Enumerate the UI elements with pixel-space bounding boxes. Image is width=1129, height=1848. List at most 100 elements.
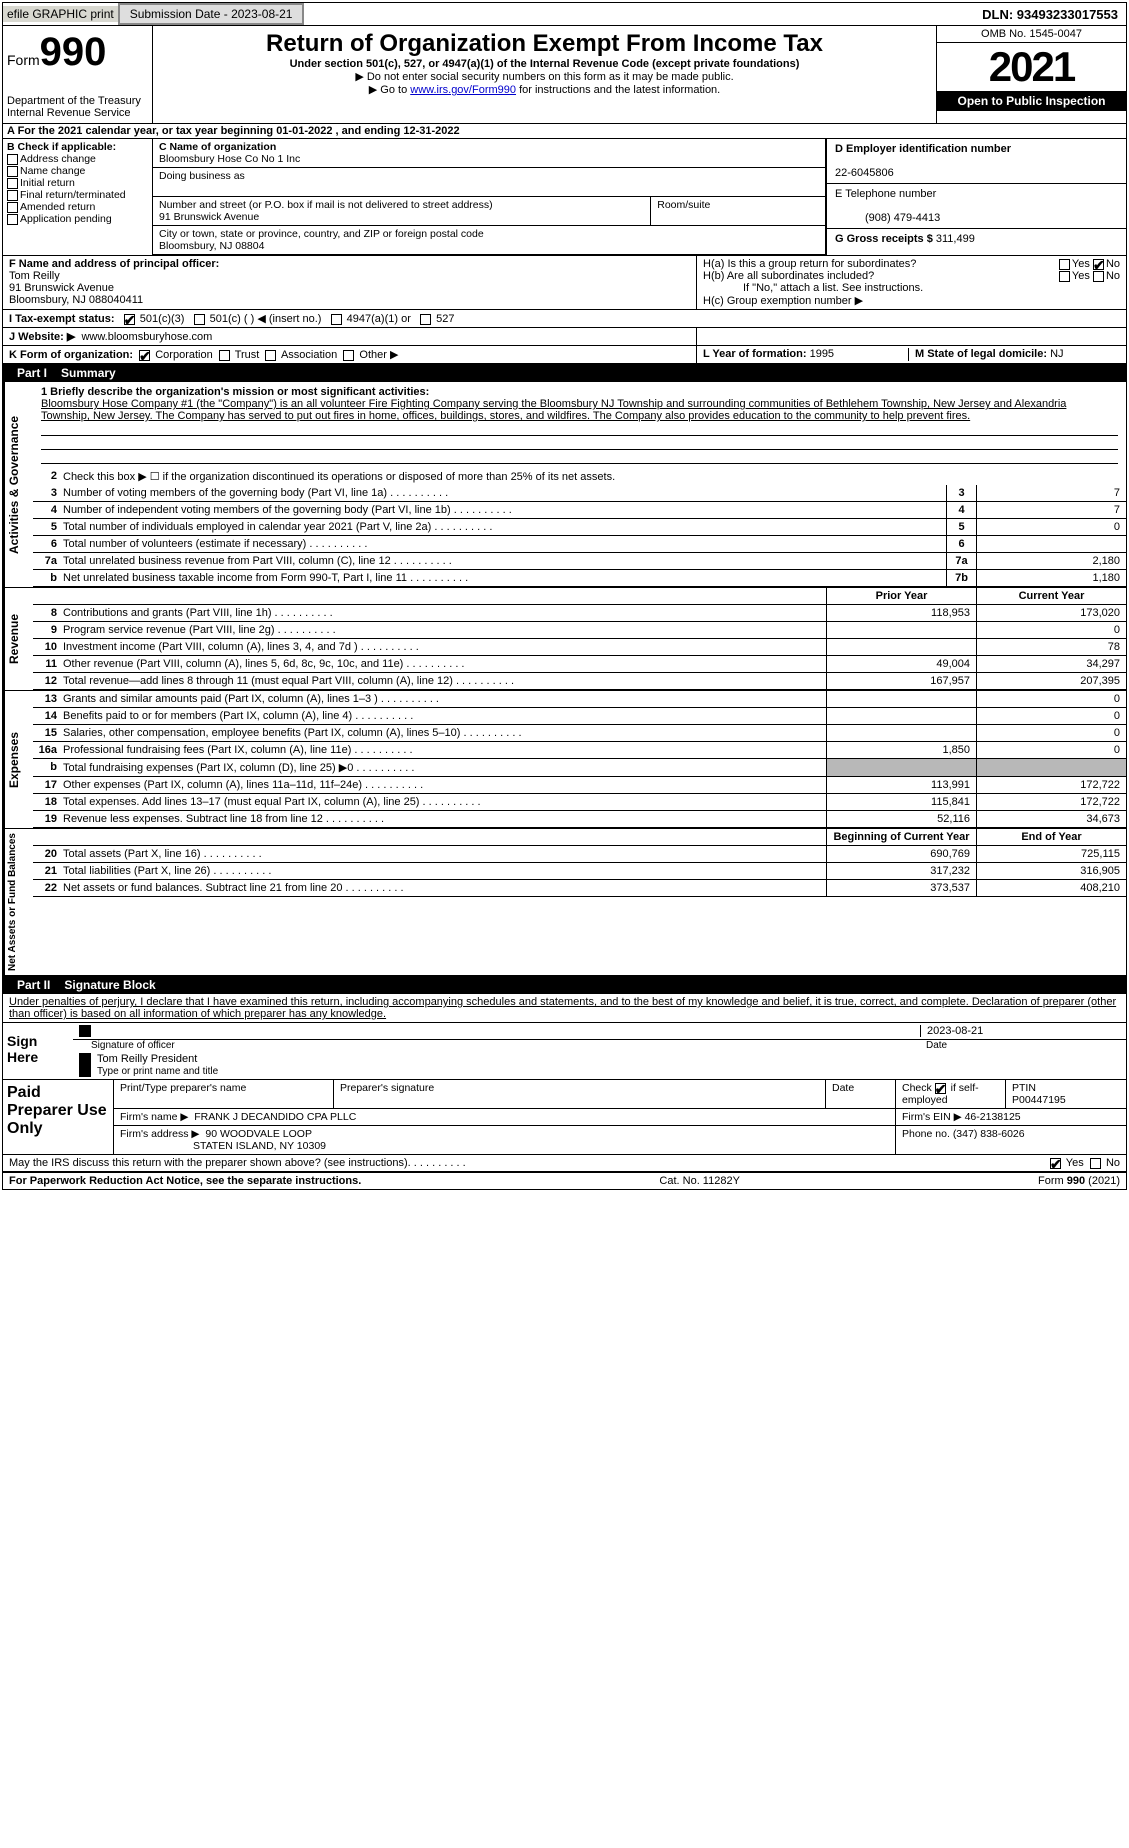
treasury-dept: Department of the Treasury	[7, 95, 148, 107]
sign-here-row: Sign Here 2023-08-21 Signature of office…	[3, 1023, 1126, 1080]
irs-label: Internal Revenue Service	[7, 107, 148, 119]
tax-year: 2021	[937, 43, 1126, 91]
subtitle-1: Under section 501(c), 527, or 4947(a)(1)…	[157, 58, 932, 70]
cb-527[interactable]	[420, 314, 431, 325]
line-item: 20Total assets (Part X, line 16)690,7697…	[33, 846, 1126, 863]
line-item: 11Other revenue (Part VIII, column (A), …	[33, 656, 1126, 673]
firm-phone: (347) 838-6026	[953, 1128, 1025, 1140]
top-bar: efile GRAPHIC print Submission Date - 20…	[3, 3, 1126, 26]
cb-corporation[interactable]	[139, 350, 150, 361]
line-item: 4Number of independent voting members of…	[33, 502, 1126, 519]
row-i-tax-status: I Tax-exempt status: 501(c)(3) 501(c) ( …	[3, 310, 1126, 328]
gross-receipts: 311,499	[936, 233, 975, 245]
cb-501c3[interactable]	[124, 314, 135, 325]
form-page: efile GRAPHIC print Submission Date - 20…	[2, 2, 1127, 1190]
officer-name: Tom Reilly	[9, 270, 60, 282]
year-formation: 1995	[810, 348, 834, 360]
firm-addr2: STATEN ISLAND, NY 10309	[193, 1140, 326, 1152]
city-state-zip: Bloomsbury, NJ 08804	[159, 240, 264, 252]
header-row: Form990 Department of the Treasury Inter…	[3, 26, 1126, 124]
mission-box: 1 Briefly describe the organization's mi…	[33, 382, 1126, 468]
cb-initial-return[interactable]: Initial return	[7, 177, 148, 189]
ha-no[interactable]	[1093, 259, 1104, 270]
cb-final-return[interactable]: Final return/terminated	[7, 189, 148, 201]
footer-row: For Paperwork Reduction Act Notice, see …	[3, 1173, 1126, 1189]
line-item: 21Total liabilities (Part X, line 26)317…	[33, 863, 1126, 880]
telephone: (908) 479-4413	[835, 212, 940, 224]
may-irs-yes[interactable]	[1050, 1158, 1061, 1169]
cb-amended-return[interactable]: Amended return	[7, 201, 148, 213]
sig-declaration: Under penalties of perjury, I declare th…	[3, 994, 1126, 1023]
line-item: bTotal fundraising expenses (Part IX, co…	[33, 759, 1126, 777]
side-label-expenses: Expenses	[3, 691, 33, 828]
line-item: 18Total expenses. Add lines 13–17 (must …	[33, 794, 1126, 811]
sign-arrow-icon	[79, 1025, 91, 1037]
cb-address-change[interactable]: Address change	[7, 153, 148, 165]
line-item: 22Net assets or fund balances. Subtract …	[33, 880, 1126, 897]
line-item: 3Number of voting members of the governi…	[33, 485, 1126, 502]
cb-other[interactable]	[343, 350, 354, 361]
cb-application-pending[interactable]: Application pending	[7, 213, 148, 225]
col-d-e-g: D Employer identification number 22-6045…	[826, 139, 1126, 255]
line-item: 6Total number of volunteers (estimate if…	[33, 536, 1126, 553]
subtitle-2: ▶ Do not enter social security numbers o…	[157, 70, 932, 83]
may-irs-no[interactable]	[1090, 1158, 1101, 1169]
state-domicile: NJ	[1050, 348, 1063, 360]
governance-section: Activities & Governance 1 Briefly descri…	[3, 382, 1126, 588]
line-item: bNet unrelated business taxable income f…	[33, 570, 1126, 587]
firm-addr1: 90 WOODVALE LOOP	[205, 1128, 312, 1140]
line-item: 8Contributions and grants (Part VIII, li…	[33, 605, 1126, 622]
col-prior-year: Prior Year	[826, 588, 976, 604]
sign-arrow-icon-2	[79, 1053, 91, 1077]
net-assets-section: Net Assets or Fund Balances Beginning of…	[3, 829, 1126, 976]
cb-association[interactable]	[265, 350, 276, 361]
title-cell: Return of Organization Exempt From Incom…	[153, 26, 936, 123]
sig-date: 2023-08-21	[920, 1025, 1120, 1037]
dln-number: DLN: 93493233017553	[982, 7, 1126, 22]
line-item: 5Total number of individuals employed in…	[33, 519, 1126, 536]
col-current-year: Current Year	[976, 588, 1126, 604]
line-item: 10Investment income (Part VIII, column (…	[33, 639, 1126, 656]
signer-name: Tom Reilly President	[97, 1053, 197, 1065]
submission-date-button[interactable]: Submission Date - 2023-08-21	[118, 3, 305, 25]
form-cell: Form990 Department of the Treasury Inter…	[3, 26, 153, 123]
row-k-l-m: K Form of organization: Corporation Trus…	[3, 346, 1126, 364]
col-c-name: C Name of organization Bloomsbury Hose C…	[153, 139, 826, 255]
ha-yes[interactable]	[1059, 259, 1070, 270]
revenue-section: Revenue Prior Year Current Year 8Contrib…	[3, 588, 1126, 691]
cb-4947[interactable]	[331, 314, 342, 325]
form-number: 990	[40, 30, 107, 74]
cb-name-change[interactable]: Name change	[7, 165, 148, 177]
paid-preparer-section: Paid Preparer Use Only Print/Type prepar…	[3, 1080, 1126, 1155]
officer-addr1: 91 Brunswick Avenue	[9, 282, 114, 294]
row-f-h: F Name and address of principal officer:…	[3, 256, 1126, 310]
firm-name: FRANK J DECANDIDO CPA PLLC	[194, 1111, 356, 1123]
website-url: www.bloomsburyhose.com	[81, 331, 212, 343]
side-label-governance: Activities & Governance	[3, 382, 33, 587]
officer-addr2: Bloomsbury, NJ 088040411	[9, 294, 143, 306]
hb-yes[interactable]	[1059, 271, 1070, 282]
line-item: 16aProfessional fundraising fees (Part I…	[33, 742, 1126, 759]
cb-trust[interactable]	[219, 350, 230, 361]
year-cell: OMB No. 1545-0047 2021 Open to Public In…	[936, 26, 1126, 123]
row-j-website: J Website: ▶ www.bloomsburyhose.com	[3, 328, 1126, 346]
subtitle-3: ▶ Go to www.irs.gov/Form990 for instruct…	[157, 83, 932, 96]
entity-block: B Check if applicable: Address change Na…	[3, 139, 1126, 256]
side-label-revenue: Revenue	[3, 588, 33, 690]
ptin: P00447195	[1012, 1094, 1066, 1106]
irs-link[interactable]: www.irs.gov/Form990	[410, 84, 516, 96]
cb-501c[interactable]	[194, 314, 205, 325]
line-item: 13Grants and similar amounts paid (Part …	[33, 691, 1126, 708]
row-a-tax-year: A For the 2021 calendar year, or tax yea…	[3, 124, 1126, 139]
line-item: 14Benefits paid to or for members (Part …	[33, 708, 1126, 725]
may-irs-row: May the IRS discuss this return with the…	[3, 1155, 1126, 1173]
efile-label: efile GRAPHIC print	[3, 6, 118, 22]
form-word: Form	[7, 52, 40, 68]
expenses-section: Expenses 13Grants and similar amounts pa…	[3, 691, 1126, 829]
part-i-header: Part I Summary	[3, 364, 1126, 382]
line-item: 17Other expenses (Part IX, column (A), l…	[33, 777, 1126, 794]
cb-self-employed[interactable]	[935, 1083, 946, 1094]
line-item: 15Salaries, other compensation, employee…	[33, 725, 1126, 742]
firm-ein: 46-2138125	[965, 1111, 1021, 1123]
street-address: 91 Brunswick Avenue	[159, 211, 259, 223]
